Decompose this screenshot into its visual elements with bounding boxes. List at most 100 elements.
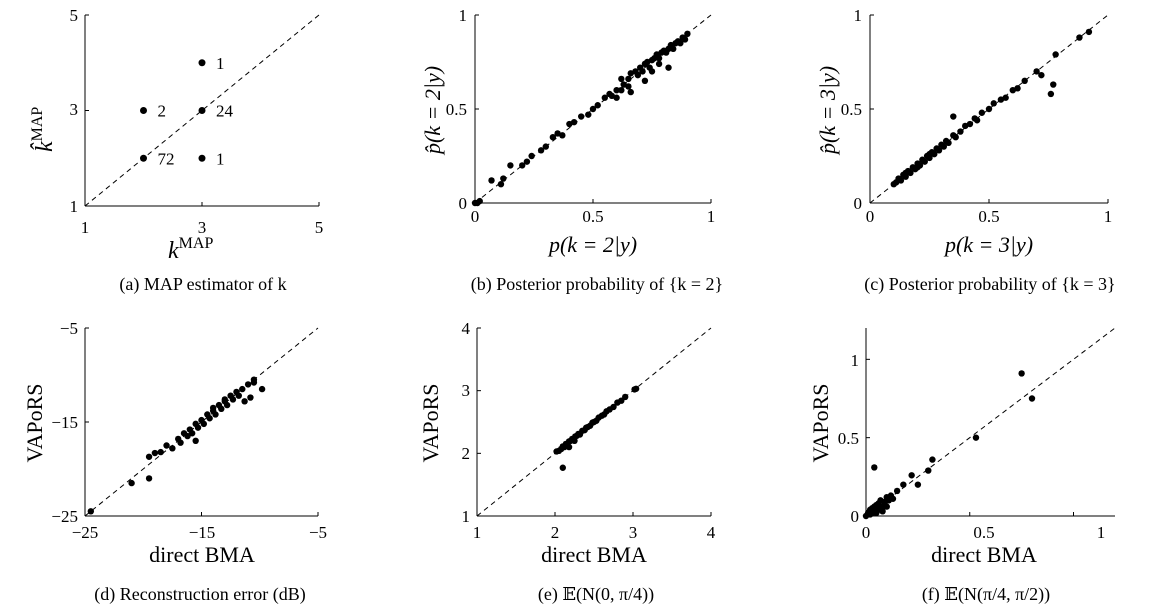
data-point [198,59,206,67]
data-point [677,40,684,47]
panel-b-x-tick: 0.5 [582,207,603,226]
panel-b-y-axis-label: p̂(k = 2|y) [420,66,445,156]
data-point [921,158,928,165]
panel-b-x-tick: 1 [707,207,716,226]
data-point [194,424,202,431]
panel-c-y-tick: 1 [854,6,863,25]
data-point [935,147,943,154]
data-point [926,150,933,158]
data-point [497,181,505,188]
data-point [87,508,95,515]
data-point [966,120,974,128]
data-point [184,432,191,440]
data-point [198,107,206,114]
panel-b-caption: (b) Posterior probability of {k = 2} [471,274,723,295]
panel-e-x-axis-label: direct BMA [541,542,647,567]
data-point [188,430,196,437]
data-point [684,30,691,37]
data-point [655,60,663,68]
panel-d-plot [84,327,319,517]
data-point [929,456,936,463]
data-point [931,150,938,158]
data-point [244,381,252,388]
data-point [1038,71,1045,79]
data-point [500,175,507,182]
data-point [559,464,566,471]
panel-a-x-axis-label: kMAP [168,235,213,264]
panel-c-caption: (c) Posterior probability of {k = 3} [864,274,1115,295]
panel-c-y-tick: 0.5 [841,100,862,119]
panel-d-y-tick: −15 [51,413,78,432]
data-point [206,415,213,422]
data-point [632,385,640,392]
data-point [1002,94,1009,101]
panel-e-y-axis-label: VAPoRS [418,383,443,462]
data-point [681,36,689,43]
data-point [549,134,557,141]
data-point [1047,90,1055,98]
data-point [940,143,947,150]
panel-f: 0 0.5 1 0 0.5 1 direct BMA VAPoRS (f) 𝔼(… [808,327,1116,605]
panel-b-ticks: 0 0.5 1 0 0.5 1 [446,6,716,226]
data-point [241,398,248,405]
data-point [627,88,634,96]
data-point [613,94,620,101]
data-point [957,128,964,135]
panel-f-x-tick: 0 [862,523,871,542]
panel-a-x-label-sup: MAP [179,235,214,252]
data-point [585,111,592,118]
panel-e-y-tick: 2 [462,444,471,463]
data-point [601,94,608,101]
panel-c-plot [869,14,1109,204]
data-point [229,396,237,403]
panel-f-y-tick: 0.5 [838,429,859,448]
reference-line [865,327,1116,517]
point-count-label: 1 [216,149,225,168]
data-point [559,132,566,139]
panel-d-x-tick: −25 [72,523,99,542]
panel-c-ticks: 0 0.5 1 0 0.5 1 [841,6,1113,226]
reference-line [84,327,319,517]
panel-e-x-tick: 2 [551,523,560,542]
data-point [1018,370,1025,377]
panel-c-y-axis-label: p̂(k = 3|y) [815,66,840,156]
data-point [151,449,159,457]
point-count-label: 2 [158,102,167,121]
data-point [670,45,677,53]
data-point [655,55,663,62]
data-point [507,162,514,169]
data-point [163,442,170,449]
data-point [523,158,531,165]
data-point [247,394,254,401]
data-point [972,434,980,441]
panel-a-y-label-sup: MAP [29,107,46,142]
panel-d-y-tick: −25 [51,507,78,526]
data-point [625,83,632,90]
data-point [950,113,957,120]
data-point [140,107,147,114]
panel-a-caption: (a) MAP estimator of k [119,274,286,295]
panel-a-x-tick: 3 [198,218,207,237]
point-count-label: 24 [216,102,234,121]
panel-c-x-tick: 0 [866,207,875,226]
panel-a-y-tick: 1 [70,197,79,216]
data-point [618,75,625,83]
data-point [639,68,646,75]
data-point [613,87,620,94]
panel-d-x-tick: −15 [189,523,216,542]
panel-b-y-tick: 1 [459,6,468,25]
data-point [200,420,208,428]
data-point [871,464,878,471]
data-point [239,385,246,393]
data-point [990,100,997,107]
panel-a-y-axis-label: k̂MAP [29,107,58,152]
panel-a-y-tick: 5 [70,6,79,25]
data-point [900,481,907,488]
data-point [528,152,535,160]
data-point [883,503,890,510]
data-point [140,154,147,162]
data-point [209,404,217,412]
data-point [145,453,153,460]
data-point [610,403,617,411]
data-point [634,71,642,79]
